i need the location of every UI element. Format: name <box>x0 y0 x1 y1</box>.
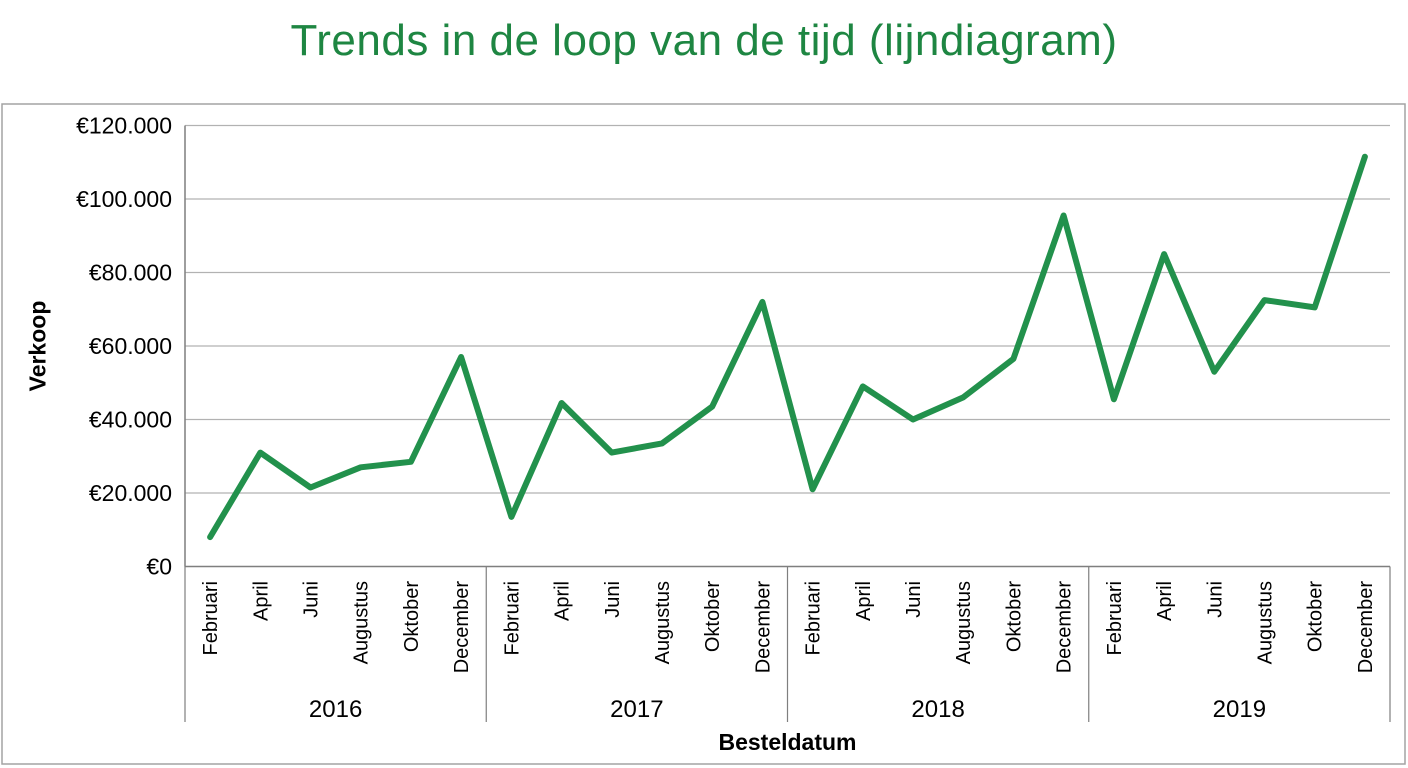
month-label: December <box>451 581 473 674</box>
chart-frame <box>1 103 1406 765</box>
month-label: Augustus <box>652 581 674 664</box>
y-tick-label: €100.000 <box>76 186 172 212</box>
month-label: Juni <box>1204 581 1226 618</box>
month-label: Juni <box>602 581 624 618</box>
y-tick-label: €40.000 <box>89 407 172 433</box>
y-tick-label: €120.000 <box>76 113 172 139</box>
year-label: 2017 <box>610 696 663 723</box>
month-label: April <box>552 581 574 621</box>
month-label: Juni <box>903 581 925 618</box>
year-label: 2019 <box>1213 696 1266 723</box>
month-label: Oktober <box>401 581 423 652</box>
month-label: December <box>1054 581 1076 674</box>
year-label: 2016 <box>309 696 362 723</box>
y-tick-label: €60.000 <box>89 333 172 359</box>
month-label: Oktober <box>1003 581 1025 652</box>
month-label: Augustus <box>1254 581 1276 664</box>
month-label: Augustus <box>351 581 373 664</box>
month-label: December <box>752 581 774 674</box>
month-label: Oktober <box>702 581 724 652</box>
month-label: April <box>1154 581 1176 621</box>
month-label: December <box>1355 581 1377 674</box>
y-tick-label: €20.000 <box>89 480 172 506</box>
month-label: Februari <box>501 581 523 655</box>
month-label: April <box>250 581 272 621</box>
chart-title: Trends in de loop van de tijd (lijndiagr… <box>290 16 1118 65</box>
month-label: Februari <box>200 581 222 655</box>
x-axis-title: Besteldatum <box>718 729 857 755</box>
month-label: Februari <box>1104 581 1126 655</box>
y-tick-label: €80.000 <box>89 260 172 286</box>
month-label: Juni <box>301 581 323 618</box>
series-line-verkoop <box>207 153 1368 541</box>
month-label: Oktober <box>1305 581 1327 652</box>
month-label: April <box>853 581 875 621</box>
month-label: Augustus <box>953 581 975 664</box>
year-label: 2018 <box>911 696 964 723</box>
y-tick-label: €0 <box>146 554 172 580</box>
month-label: Februari <box>803 581 825 655</box>
